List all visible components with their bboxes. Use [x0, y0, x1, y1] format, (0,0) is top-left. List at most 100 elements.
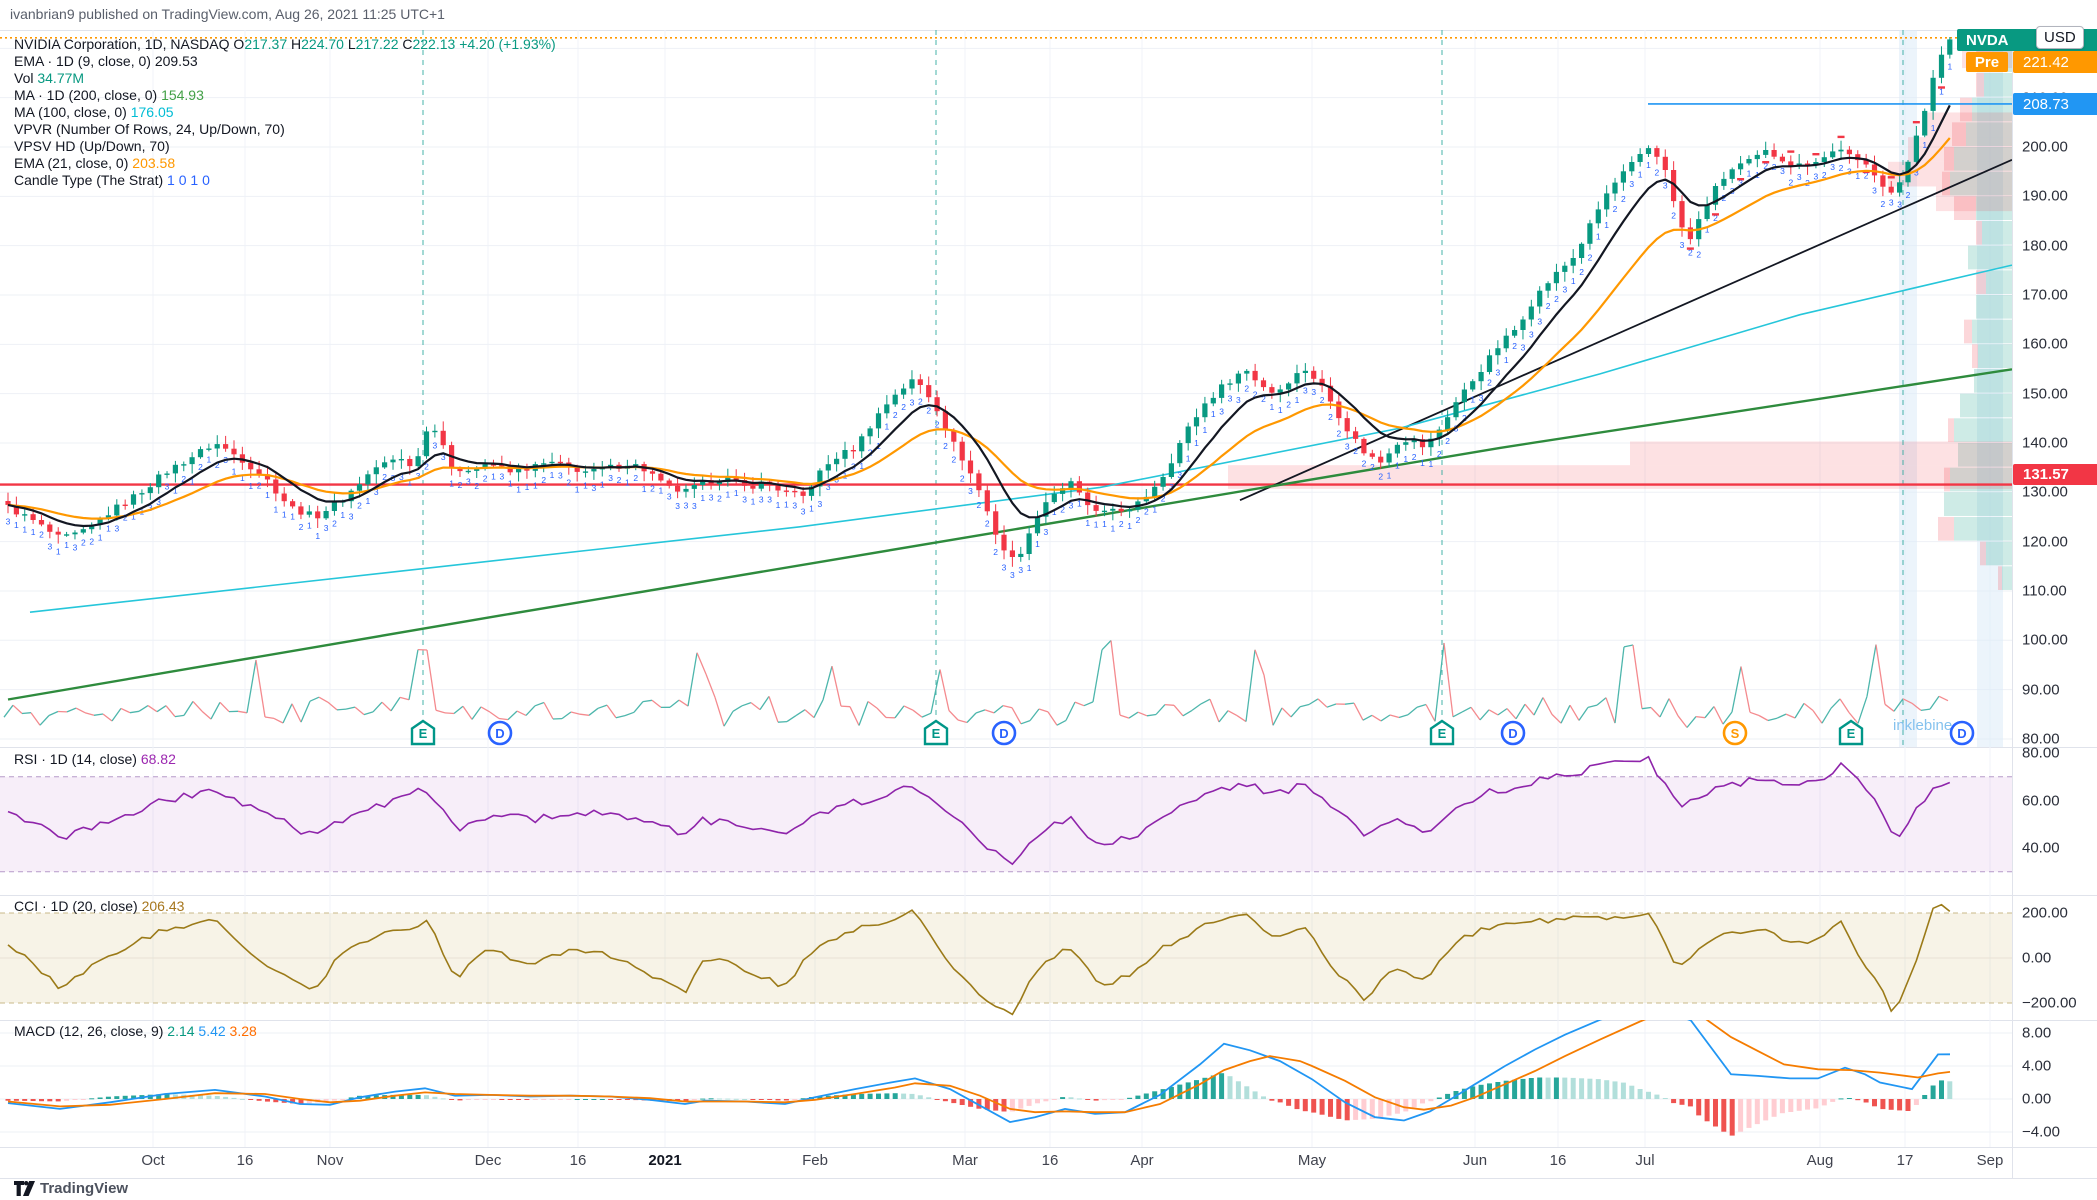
- svg-text:1: 1: [1035, 539, 1040, 549]
- svg-text:1: 1: [282, 510, 287, 520]
- price-axis-label: 80.00: [2022, 730, 2060, 748]
- tradingview-logo-text: TradingView: [40, 1180, 129, 1197]
- svg-text:2: 2: [215, 460, 220, 470]
- time-axis-label: May: [1297, 1152, 1327, 1169]
- legend-ema9[interactable]: EMA · 1D (9, close, 0) 209.53: [14, 53, 556, 70]
- dividends-marker[interactable]: D: [1500, 719, 1526, 752]
- svg-text:2: 2: [1512, 341, 1517, 351]
- currency-chip[interactable]: USD: [2036, 26, 2084, 49]
- legend-ma100[interactable]: MA (100, close, 0) 176.05: [14, 104, 556, 121]
- svg-text:1: 1: [625, 477, 630, 487]
- dividends-marker[interactable]: D: [991, 719, 1017, 752]
- svg-text:2: 2: [1136, 515, 1141, 525]
- svg-text:3: 3: [1914, 167, 1919, 177]
- svg-text:3: 3: [416, 471, 421, 481]
- svg-text:2: 2: [977, 500, 982, 510]
- separator[interactable]: [0, 1020, 2097, 1021]
- price-axis-label: 60.00: [2022, 792, 2060, 809]
- svg-text:3: 3: [1169, 482, 1174, 492]
- legend-vpsv[interactable]: VPSV HD (Up/Down, 70): [14, 138, 556, 155]
- svg-text:3: 3: [6, 516, 11, 526]
- legend-text: MACD (12, 26, close, 9): [14, 1023, 168, 1039]
- cci-pane-canvas[interactable]: [0, 895, 2012, 1020]
- earnings-marker[interactable]: E: [410, 719, 436, 752]
- splits-marker[interactable]: S: [1722, 719, 1748, 752]
- price-axis-label: 90.00: [2022, 681, 2060, 699]
- svg-text:2: 2: [1713, 213, 1718, 223]
- svg-text:1: 1: [315, 531, 320, 541]
- earnings-marker[interactable]: E: [1838, 719, 1864, 752]
- legend-ema21[interactable]: EMA (21, close, 0) 203.58: [14, 155, 556, 172]
- legend-vpvr[interactable]: VPVR (Number Of Rows, 24, Up/Down, 70): [14, 121, 556, 138]
- svg-text:1: 1: [106, 524, 111, 534]
- dividends-marker[interactable]: D: [1949, 719, 1975, 752]
- svg-text:1: 1: [1085, 518, 1090, 528]
- svg-text:2: 2: [1864, 171, 1869, 181]
- legend-vol[interactable]: Vol 34.77M: [14, 70, 556, 87]
- tradingview-logo[interactable]: TradingView: [14, 1180, 128, 1197]
- earnings-marker[interactable]: E: [1429, 719, 1455, 752]
- svg-text:1: 1: [734, 488, 739, 498]
- legend-rsi[interactable]: RSI · 1D (14, close) 68.82: [14, 751, 176, 768]
- svg-text:3: 3: [801, 506, 806, 516]
- svg-text:1: 1: [1077, 498, 1082, 508]
- svg-text:3: 3: [1562, 285, 1567, 295]
- dividends-marker[interactable]: D: [487, 719, 513, 752]
- svg-text:2: 2: [1671, 210, 1676, 220]
- svg-text:3: 3: [1345, 442, 1350, 452]
- svg-text:3: 3: [1738, 178, 1743, 188]
- price-axis-label: 130.00: [2022, 483, 2068, 501]
- svg-text:2: 2: [81, 537, 86, 547]
- svg-text:1: 1: [1387, 471, 1392, 481]
- separator[interactable]: [0, 895, 2097, 896]
- svg-text:1: 1: [1211, 409, 1216, 419]
- svg-text:1: 1: [1094, 519, 1099, 529]
- svg-text:3: 3: [47, 541, 52, 551]
- level-price-badge: 131.57: [2013, 464, 2097, 485]
- time-axis-label: Sep: [1976, 1152, 2004, 1169]
- svg-text:3: 3: [165, 481, 170, 491]
- svg-text:3: 3: [73, 542, 78, 552]
- svg-text:2: 2: [1286, 399, 1291, 409]
- svg-text:3: 3: [433, 441, 438, 451]
- time-axis-label: Oct: [141, 1152, 165, 1169]
- svg-text:1: 1: [1855, 171, 1860, 181]
- svg-text:1: 1: [56, 547, 61, 557]
- svg-text:2: 2: [474, 481, 479, 491]
- svg-text:2: 2: [257, 481, 262, 491]
- svg-text:1: 1: [1429, 459, 1434, 469]
- svg-text:2: 2: [901, 402, 906, 412]
- earnings-marker[interactable]: E: [923, 719, 949, 752]
- svg-text:D: D: [495, 726, 504, 741]
- svg-text:1: 1: [366, 496, 371, 506]
- macd-pane-canvas[interactable]: [0, 1020, 2012, 1147]
- svg-text:1: 1: [1403, 454, 1408, 464]
- svg-text:1: 1: [290, 512, 295, 522]
- svg-text:3: 3: [767, 494, 772, 504]
- legend-cci[interactable]: CCI · 1D (20, close) 206.43: [14, 898, 184, 915]
- time-axis-label: 16: [1041, 1152, 1059, 1169]
- legend-symbol[interactable]: NVIDIA Corporation, 1D, NASDAQ O217.37 H…: [14, 36, 556, 53]
- svg-text:1: 1: [776, 500, 781, 510]
- svg-text:1: 1: [1110, 523, 1115, 533]
- svg-text:1: 1: [1395, 461, 1400, 471]
- legend-candle-type[interactable]: Candle Type (The Strat) 1 0 1 0: [14, 172, 556, 189]
- legend-ma200[interactable]: MA · 1D (200, close, 0) 154.93: [14, 87, 556, 104]
- svg-cci-graphics: [0, 895, 2012, 1020]
- svg-text:2: 2: [1621, 194, 1626, 204]
- svg-text:1: 1: [508, 478, 513, 488]
- rsi-pane-canvas[interactable]: [0, 747, 2012, 895]
- svg-text:2: 2: [1445, 436, 1450, 446]
- legend-text: 217.22: [355, 36, 399, 52]
- rsi-legend: RSI · 1D (14, close) 68.82: [14, 751, 176, 768]
- price-axis-label: 100.00: [2022, 631, 2068, 649]
- svg-text:3: 3: [826, 482, 831, 492]
- svg-text:3: 3: [114, 524, 119, 534]
- separator[interactable]: [0, 747, 2097, 748]
- svg-text:2: 2: [1788, 178, 1793, 188]
- svg-text:2: 2: [1144, 507, 1149, 517]
- svg-text:1: 1: [131, 512, 136, 522]
- legend-macd[interactable]: MACD (12, 26, close, 9) 2.14 5.42 3.28: [14, 1023, 257, 1040]
- svg-text:1: 1: [240, 473, 245, 483]
